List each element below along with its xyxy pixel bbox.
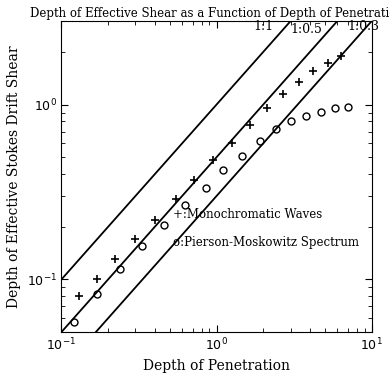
Y-axis label: Depth of Effective Stokes Drift Shear: Depth of Effective Stokes Drift Shear (7, 45, 21, 308)
Text: 1:1: 1:1 (253, 21, 273, 33)
Text: +:Monochromatic Waves: +:Monochromatic Waves (173, 207, 323, 221)
Text: 1:0.5: 1:0.5 (291, 24, 323, 36)
X-axis label: Depth of Penetration: Depth of Penetration (143, 359, 290, 373)
Text: 1:0.3: 1:0.3 (347, 21, 379, 33)
Title: Depth of Effective Shear as a Function of Depth of Penetration: Depth of Effective Shear as a Function o… (30, 7, 390, 20)
Text: o:Pierson-Moskowitz Spectrum: o:Pierson-Moskowitz Spectrum (173, 236, 359, 249)
